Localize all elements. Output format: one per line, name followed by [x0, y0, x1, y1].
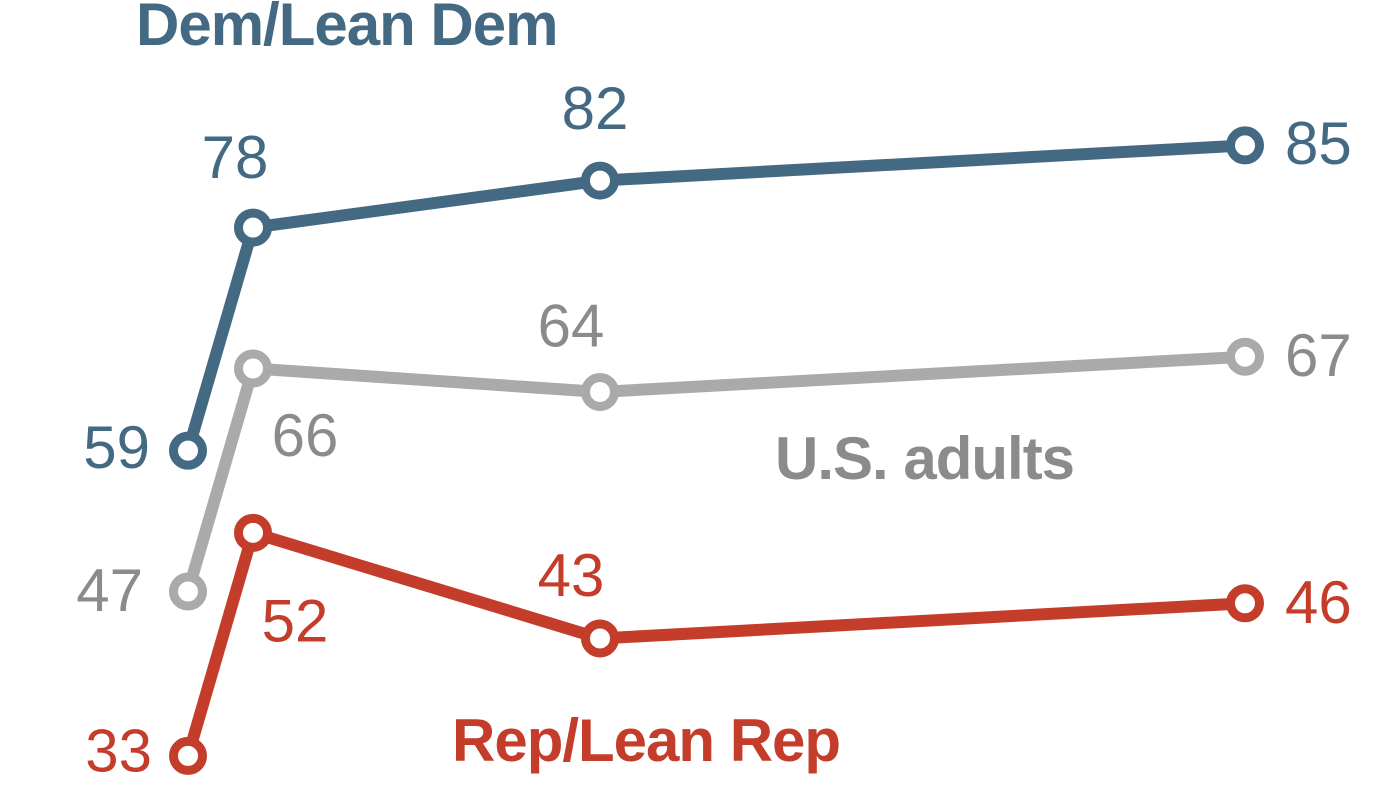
- value-label: 43: [538, 542, 605, 609]
- data-point: [1226, 337, 1264, 376]
- data-point: [581, 619, 619, 658]
- value-label: 52: [262, 587, 329, 654]
- value-label: 67: [1285, 322, 1352, 389]
- data-point: [234, 513, 272, 552]
- data-point: [1226, 584, 1264, 623]
- value-label: 59: [83, 414, 150, 481]
- value-label: 64: [538, 292, 605, 359]
- value-label: 82: [562, 75, 629, 142]
- data-point: [581, 372, 619, 411]
- value-label: 46: [1285, 569, 1352, 636]
- series-label-rep-lean-rep: Rep/Lean Rep: [452, 707, 841, 774]
- value-label: 78: [202, 124, 269, 191]
- series-label-us-adults: U.S. adults: [775, 425, 1075, 492]
- series-line: [182, 139, 1246, 453]
- data-point: [234, 349, 272, 388]
- data-point: [169, 431, 207, 470]
- value-label: 33: [85, 717, 152, 784]
- data-point: [169, 572, 207, 611]
- data-point: [1226, 126, 1264, 165]
- value-label: 66: [272, 402, 339, 469]
- value-label: 47: [76, 557, 143, 624]
- series-label-dem-lean-dem: Dem/Lean Dem: [136, 0, 558, 58]
- data-point: [234, 208, 272, 247]
- data-point: [169, 736, 207, 775]
- data-point: [581, 161, 619, 200]
- value-label: 85: [1285, 110, 1352, 177]
- series-line: [182, 350, 1246, 594]
- series-line: [182, 525, 1246, 758]
